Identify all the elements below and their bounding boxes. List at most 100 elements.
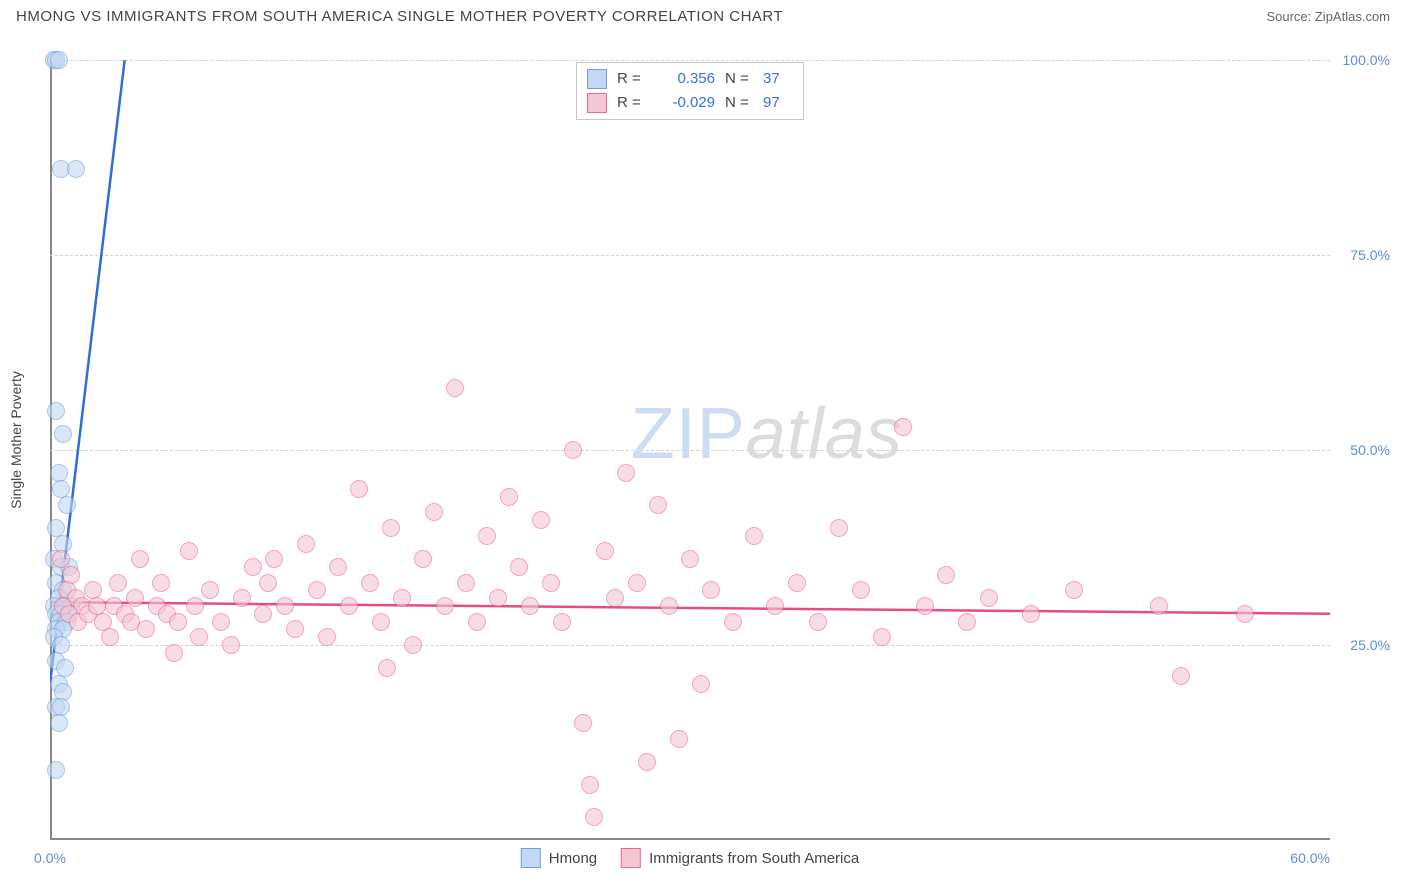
gridline	[50, 60, 1330, 61]
scatter-point	[393, 589, 411, 607]
scatter-point	[617, 464, 635, 482]
legend-item-0: Hmong	[521, 848, 597, 868]
n-value-1: 97	[763, 91, 793, 115]
chart-title: HMONG VS IMMIGRANTS FROM SOUTH AMERICA S…	[16, 8, 783, 25]
header: HMONG VS IMMIGRANTS FROM SOUTH AMERICA S…	[0, 0, 1406, 25]
scatter-point	[318, 628, 336, 646]
scatter-point	[873, 628, 891, 646]
scatter-point	[222, 636, 240, 654]
scatter-point	[478, 527, 496, 545]
legend-swatch-b1	[621, 848, 641, 868]
y-tick-label: 75.0%	[1350, 247, 1390, 263]
scatter-point	[169, 613, 187, 631]
scatter-point	[54, 425, 72, 443]
scatter-point	[244, 558, 262, 576]
legend-series: Hmong Immigrants from South America	[521, 848, 859, 868]
scatter-point	[340, 597, 358, 615]
scatter-point	[830, 519, 848, 537]
scatter-point	[286, 620, 304, 638]
scatter-point	[745, 527, 763, 545]
scatter-point	[378, 659, 396, 677]
n-label: N =	[725, 91, 753, 115]
watermark-atlas: atlas	[746, 394, 903, 474]
scatter-point	[457, 574, 475, 592]
scatter-point	[692, 675, 710, 693]
n-label: N =	[725, 67, 753, 91]
x-axis	[50, 838, 1330, 840]
r-label: R =	[617, 91, 645, 115]
r-value-0: 0.356	[655, 67, 715, 91]
scatter-point	[308, 581, 326, 599]
scatter-point	[212, 613, 230, 631]
scatter-point	[649, 496, 667, 514]
scatter-point	[265, 550, 283, 568]
scatter-point	[109, 574, 127, 592]
scatter-point	[980, 589, 998, 607]
chart-area: 25.0%50.0%75.0%100.0% 0.0%60.0% ZIPatlas…	[50, 60, 1330, 840]
scatter-point	[510, 558, 528, 576]
y-tick-label: 100.0%	[1343, 52, 1390, 68]
scatter-point	[1065, 581, 1083, 599]
scatter-point	[446, 379, 464, 397]
scatter-point	[468, 613, 486, 631]
x-tick-label: 0.0%	[34, 850, 66, 866]
scatter-point	[564, 441, 582, 459]
scatter-point	[500, 488, 518, 506]
legend-row-0: R = 0.356 N = 37	[587, 67, 793, 91]
scatter-point	[126, 589, 144, 607]
scatter-point	[101, 628, 119, 646]
scatter-point	[638, 753, 656, 771]
scatter-point	[361, 574, 379, 592]
scatter-point	[254, 605, 272, 623]
n-value-0: 37	[763, 67, 793, 91]
scatter-point	[201, 581, 219, 599]
y-axis-label: Single Mother Poverty	[8, 371, 24, 509]
scatter-point	[681, 550, 699, 568]
scatter-point	[382, 519, 400, 537]
scatter-point	[276, 597, 294, 615]
y-tick-label: 25.0%	[1350, 637, 1390, 653]
scatter-point	[628, 574, 646, 592]
scatter-point	[724, 613, 742, 631]
scatter-point	[186, 597, 204, 615]
scatter-point	[297, 535, 315, 553]
scatter-point	[131, 550, 149, 568]
legend-correlation: R = 0.356 N = 37 R = -0.029 N = 97	[576, 62, 804, 120]
gridline	[50, 450, 1330, 451]
scatter-point	[436, 597, 454, 615]
scatter-point	[190, 628, 208, 646]
scatter-point	[233, 589, 251, 607]
scatter-point	[958, 613, 976, 631]
scatter-point	[1022, 605, 1040, 623]
scatter-point	[67, 160, 85, 178]
scatter-point	[425, 503, 443, 521]
scatter-point	[521, 597, 539, 615]
scatter-point	[702, 581, 720, 599]
gridline	[50, 645, 1330, 646]
scatter-point	[137, 620, 155, 638]
r-value-1: -0.029	[655, 91, 715, 115]
scatter-point	[50, 51, 68, 69]
watermark-zip: ZIP	[631, 394, 746, 474]
scatter-point	[585, 808, 603, 826]
scatter-point	[404, 636, 422, 654]
scatter-point	[152, 574, 170, 592]
scatter-point	[553, 613, 571, 631]
scatter-point	[532, 511, 550, 529]
scatter-point	[916, 597, 934, 615]
scatter-point	[1236, 605, 1254, 623]
scatter-point	[58, 496, 76, 514]
r-label: R =	[617, 67, 645, 91]
source-label: Source: ZipAtlas.com	[1266, 9, 1390, 24]
scatter-point	[1172, 667, 1190, 685]
x-tick-label: 60.0%	[1290, 850, 1330, 866]
scatter-point	[574, 714, 592, 732]
legend-swatch-1	[587, 93, 607, 113]
scatter-point	[180, 542, 198, 560]
scatter-point	[596, 542, 614, 560]
scatter-point	[766, 597, 784, 615]
scatter-point	[937, 566, 955, 584]
scatter-point	[50, 714, 68, 732]
scatter-point	[894, 418, 912, 436]
legend-label-1: Immigrants from South America	[649, 850, 859, 867]
